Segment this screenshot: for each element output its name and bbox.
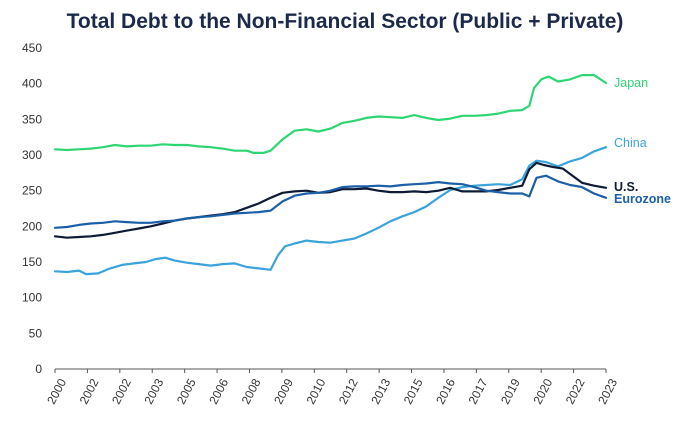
y-tick-label: 300 — [22, 148, 42, 162]
y-tick-label: 50 — [29, 326, 43, 340]
y-tick-label: 0 — [35, 362, 42, 376]
y-tick-label: 450 — [22, 41, 42, 55]
series-line-japan — [53, 73, 608, 154]
x-tick-label: 2022 — [563, 376, 588, 406]
legend-label-japan: Japan — [614, 76, 648, 90]
x-tick-label: 2012 — [336, 376, 361, 406]
x-tick-label: 2006 — [206, 376, 231, 406]
x-tick-label: 2013 — [368, 376, 393, 406]
x-tick-label: 2023 — [595, 376, 620, 406]
x-tick-label: 2015 — [401, 376, 426, 406]
series-lines — [53, 73, 608, 276]
chart-title: Total Debt to the Non-Financial Sector (… — [66, 10, 624, 33]
x-tick-label: 2008 — [239, 376, 264, 406]
y-tick-label: 400 — [22, 77, 42, 91]
x-tick-label: 2005 — [174, 376, 199, 406]
x-tick-label: 2000 — [44, 376, 69, 406]
axes: 0 50 100 150 200 250 300 350 400 450 2000 2002 2002 2… — [22, 41, 620, 406]
y-tick-label: 150 — [22, 255, 42, 269]
y-tick-label: 100 — [22, 291, 42, 305]
legend-label-china: China — [614, 136, 647, 150]
x-tick-label: 2002 — [109, 376, 134, 406]
y-tick-label: 250 — [22, 184, 42, 198]
y-tick-label: 200 — [22, 219, 42, 233]
series-line-u-s — [53, 161, 608, 239]
x-tick-label: 2009 — [271, 376, 296, 406]
x-tick-label: 2003 — [141, 376, 166, 406]
x-tick-label: 2019 — [498, 376, 523, 406]
x-tick-label: 2010 — [304, 376, 329, 406]
y-tick-label: 350 — [22, 112, 42, 126]
x-tick-label: 2016 — [433, 376, 458, 406]
x-tick-label: 2002 — [77, 376, 102, 406]
series-line-china — [53, 146, 608, 276]
series-line-eurozone — [53, 174, 608, 229]
x-tick-label: 2020 — [530, 376, 555, 406]
legend: Japan China U.S.Eurozone — [614, 76, 671, 206]
legend-label-u-s: U.S. — [614, 180, 638, 194]
legend-label-eurozone: Eurozone — [614, 192, 671, 206]
x-tick-label: 2017 — [466, 376, 491, 406]
